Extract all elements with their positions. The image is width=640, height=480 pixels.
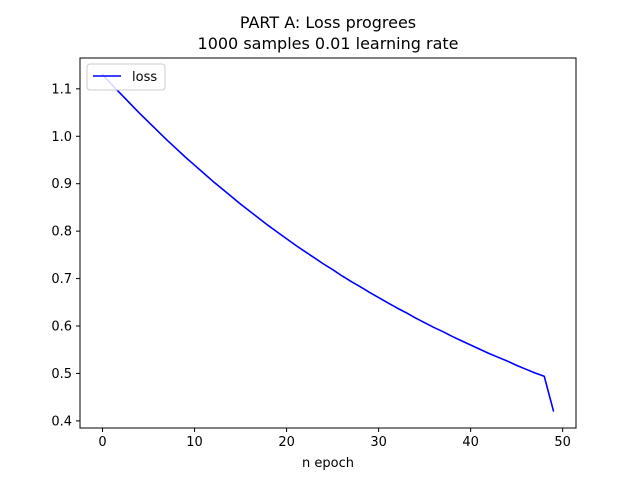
chart-subtitle: 1000 samples 0.01 learning rate bbox=[198, 34, 459, 53]
x-axis-ticks: 0 10 20 30 40 50 bbox=[98, 428, 571, 450]
x-tick-label: 50 bbox=[554, 435, 571, 450]
plot-frame bbox=[79, 57, 577, 429]
x-tick-label: 30 bbox=[370, 435, 387, 450]
y-tick-label: 0.7 bbox=[51, 272, 72, 287]
legend-label-loss: loss bbox=[132, 70, 157, 85]
chart-title: PART A: Loss progrees bbox=[240, 13, 416, 32]
y-tick-label: 1.1 bbox=[51, 82, 72, 97]
x-tick-label: 20 bbox=[278, 435, 295, 450]
y-tick-label: 0.9 bbox=[51, 177, 72, 192]
x-tick-label: 40 bbox=[462, 435, 479, 450]
legend-box bbox=[86, 63, 166, 91]
plot-area bbox=[80, 58, 576, 428]
y-tick-label: 0.5 bbox=[51, 367, 72, 382]
y-axis-ticks: 0.4 0.5 0.6 0.7 0.8 0.9 1.0 1.1 bbox=[51, 82, 80, 429]
y-tick-label: 0.4 bbox=[51, 414, 72, 429]
y-tick-label: 1.0 bbox=[51, 130, 72, 145]
y-tick-label: 0.8 bbox=[51, 225, 72, 240]
x-tick-label: 0 bbox=[98, 435, 106, 450]
x-tick-label: 10 bbox=[186, 435, 203, 450]
y-tick-label: 0.6 bbox=[51, 320, 72, 335]
legend: loss bbox=[86, 63, 166, 91]
series-line-loss bbox=[101, 73, 555, 412]
series-layer bbox=[101, 73, 555, 412]
x-axis-label: n epoch bbox=[302, 456, 354, 471]
